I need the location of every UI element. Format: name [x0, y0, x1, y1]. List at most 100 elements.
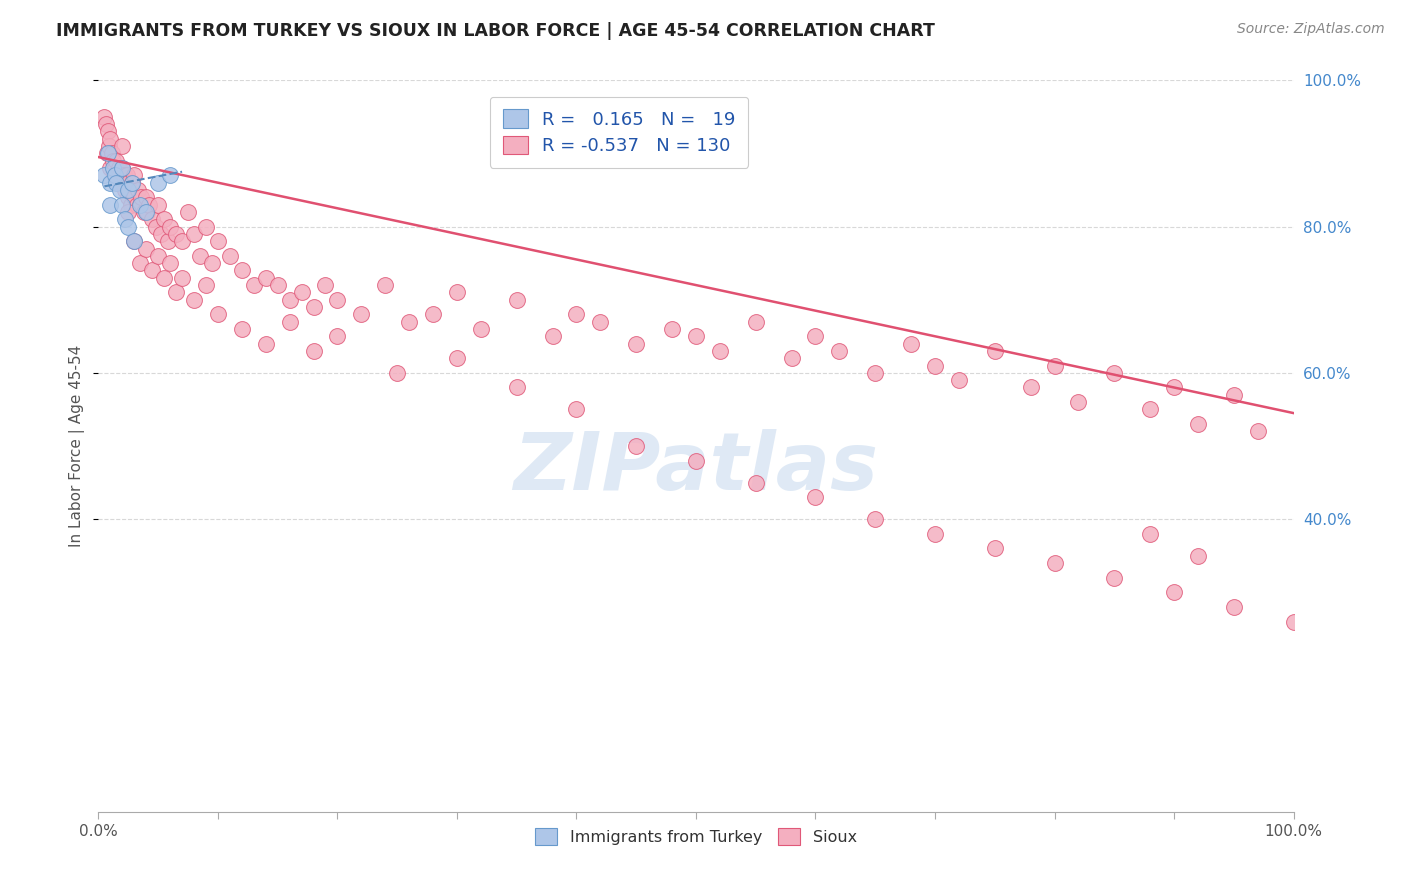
- Y-axis label: In Labor Force | Age 45-54: In Labor Force | Age 45-54: [69, 345, 86, 547]
- Point: [117, 176, 139, 190]
- Point: [124, 234, 146, 248]
- Point: [159, 169, 181, 183]
- Point: [107, 161, 129, 175]
- Point: [661, 322, 683, 336]
- Point: [1139, 402, 1161, 417]
- Point: [254, 336, 277, 351]
- Point: [115, 169, 138, 183]
- Point: [111, 197, 134, 211]
- Point: [107, 176, 129, 190]
- Point: [172, 270, 194, 285]
- Point: [138, 197, 160, 211]
- Point: [374, 278, 396, 293]
- Point: [131, 190, 153, 204]
- Point: [188, 249, 211, 263]
- Point: [114, 212, 136, 227]
- Point: [183, 227, 205, 241]
- Point: [111, 161, 134, 175]
- Point: [948, 373, 970, 387]
- Point: [135, 190, 157, 204]
- Point: [422, 307, 444, 321]
- Point: [350, 307, 373, 321]
- Point: [865, 512, 887, 526]
- Point: [1104, 571, 1126, 585]
- Text: ZIPatlas: ZIPatlas: [513, 429, 879, 507]
- Point: [924, 526, 946, 541]
- Point: [104, 161, 127, 175]
- Point: [565, 402, 588, 417]
- Point: [149, 227, 172, 241]
- Point: [101, 161, 124, 175]
- Point: [541, 329, 564, 343]
- Point: [1139, 526, 1161, 541]
- Point: [231, 263, 253, 277]
- Point: [129, 197, 152, 211]
- Point: [1019, 380, 1042, 394]
- Point: [231, 322, 253, 336]
- Point: [103, 169, 125, 183]
- Point: [315, 278, 337, 293]
- Point: [984, 541, 1007, 556]
- Point: [101, 153, 124, 168]
- Point: [446, 285, 468, 300]
- Point: [156, 234, 179, 248]
- Point: [278, 315, 301, 329]
- Point: [1187, 417, 1209, 431]
- Point: [278, 293, 301, 307]
- Point: [97, 124, 120, 138]
- Point: [780, 351, 803, 366]
- Point: [112, 169, 135, 183]
- Point: [302, 343, 325, 358]
- Point: [219, 249, 242, 263]
- Point: [626, 439, 648, 453]
- Point: [385, 366, 409, 380]
- Point: [745, 315, 768, 329]
- Point: [1247, 425, 1270, 439]
- Legend: Immigrants from Turkey, Sioux: Immigrants from Turkey, Sioux: [529, 822, 863, 851]
- Point: [129, 197, 152, 211]
- Point: [446, 351, 468, 366]
- Point: [207, 307, 229, 321]
- Point: [148, 197, 170, 211]
- Point: [201, 256, 224, 270]
- Point: [828, 343, 851, 358]
- Point: [172, 234, 194, 248]
- Point: [1223, 599, 1246, 614]
- Point: [1043, 359, 1066, 373]
- Point: [165, 285, 187, 300]
- Point: [117, 190, 139, 204]
- Point: [108, 183, 131, 197]
- Point: [125, 197, 148, 211]
- Point: [124, 234, 146, 248]
- Point: [1282, 615, 1305, 629]
- Point: [1187, 549, 1209, 563]
- Point: [984, 343, 1007, 358]
- Point: [97, 146, 120, 161]
- Point: [141, 263, 163, 277]
- Point: [1043, 556, 1066, 570]
- Point: [105, 153, 128, 168]
- Point: [626, 336, 648, 351]
- Point: [804, 490, 827, 504]
- Text: Source: ZipAtlas.com: Source: ZipAtlas.com: [1237, 22, 1385, 37]
- Point: [124, 190, 146, 204]
- Point: [110, 176, 132, 190]
- Point: [177, 205, 200, 219]
- Point: [1067, 395, 1090, 409]
- Point: [207, 234, 229, 248]
- Point: [93, 110, 115, 124]
- Point: [506, 293, 529, 307]
- Point: [111, 139, 134, 153]
- Point: [865, 366, 887, 380]
- Point: [135, 242, 157, 256]
- Point: [267, 278, 290, 293]
- Point: [136, 205, 159, 219]
- Point: [506, 380, 529, 394]
- Point: [98, 132, 122, 146]
- Point: [124, 169, 146, 183]
- Point: [148, 249, 170, 263]
- Point: [195, 278, 218, 293]
- Point: [121, 176, 143, 190]
- Point: [127, 183, 149, 197]
- Point: [104, 169, 127, 183]
